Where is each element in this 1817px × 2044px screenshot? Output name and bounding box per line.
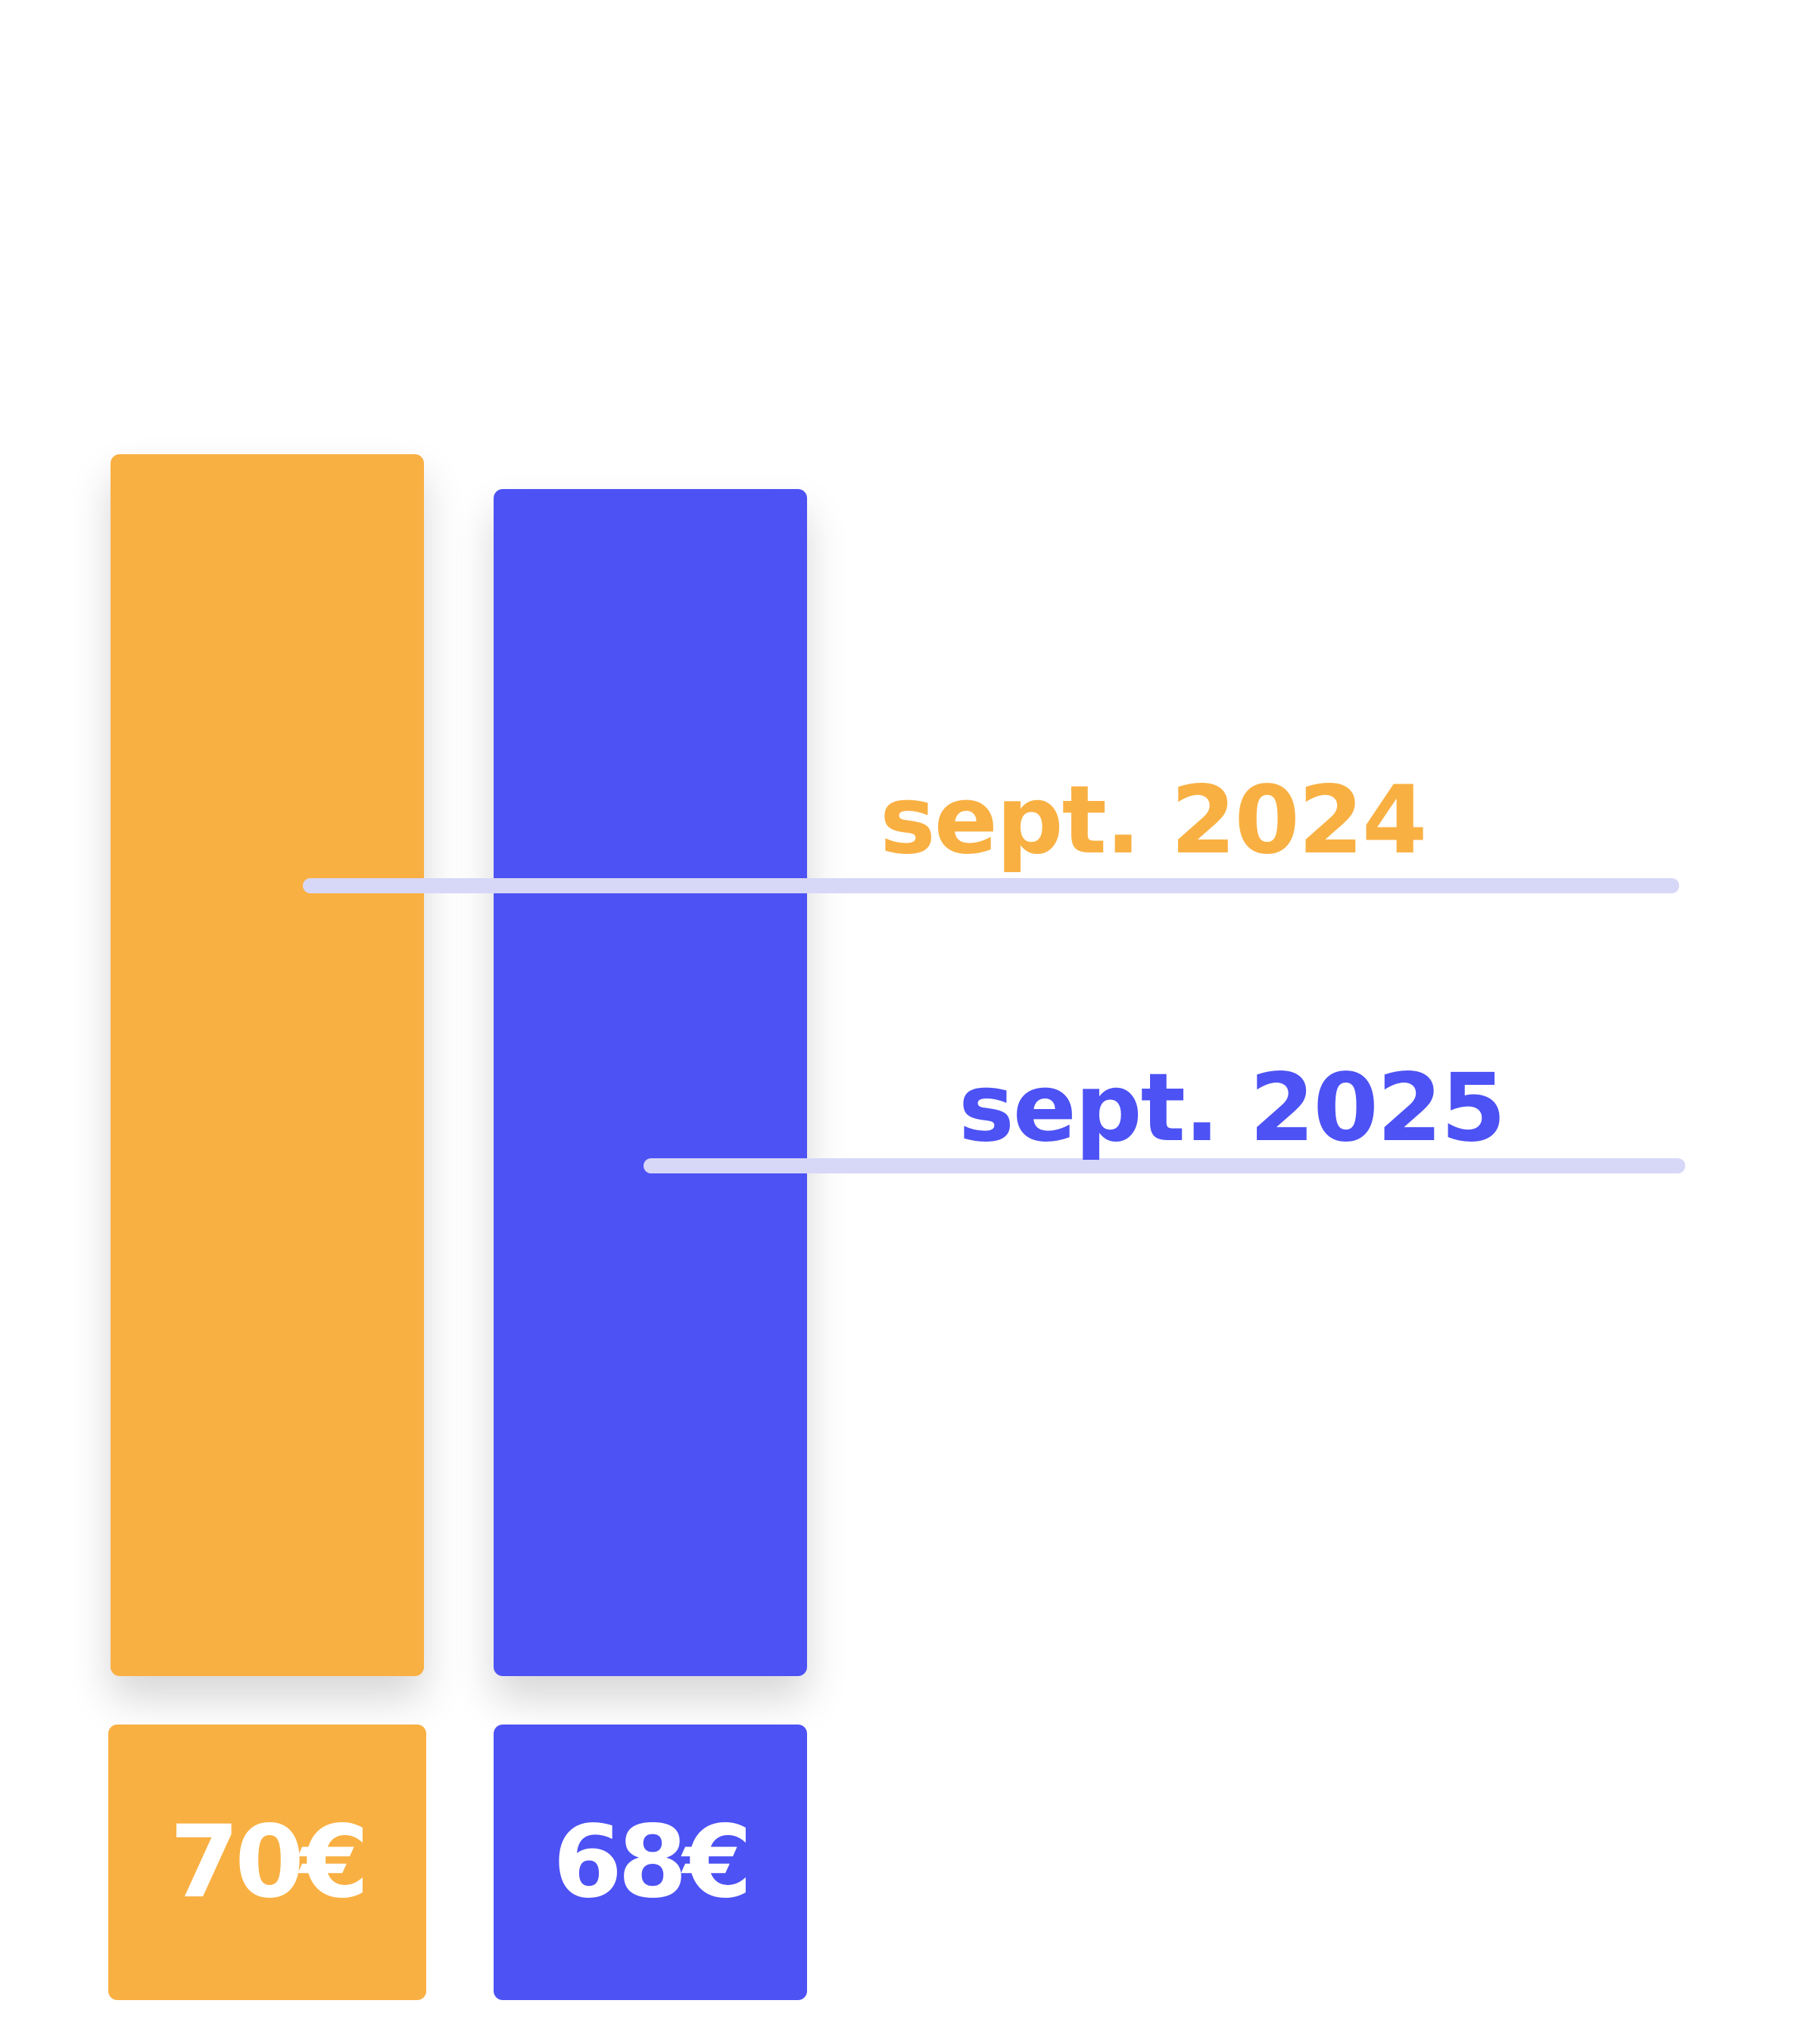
- category-label-2025: sept. 2025: [958, 1054, 1506, 1163]
- bar-2025: [494, 489, 807, 1676]
- category-label-2024: sept. 2024: [880, 766, 1427, 875]
- leader-line-2025: [644, 1158, 1685, 1173]
- leader-line-2024: [303, 878, 1679, 893]
- value-label-2025: 68€: [494, 1725, 807, 2000]
- value-label-2024: 70€: [108, 1725, 426, 2000]
- bar-2024: [111, 454, 424, 1676]
